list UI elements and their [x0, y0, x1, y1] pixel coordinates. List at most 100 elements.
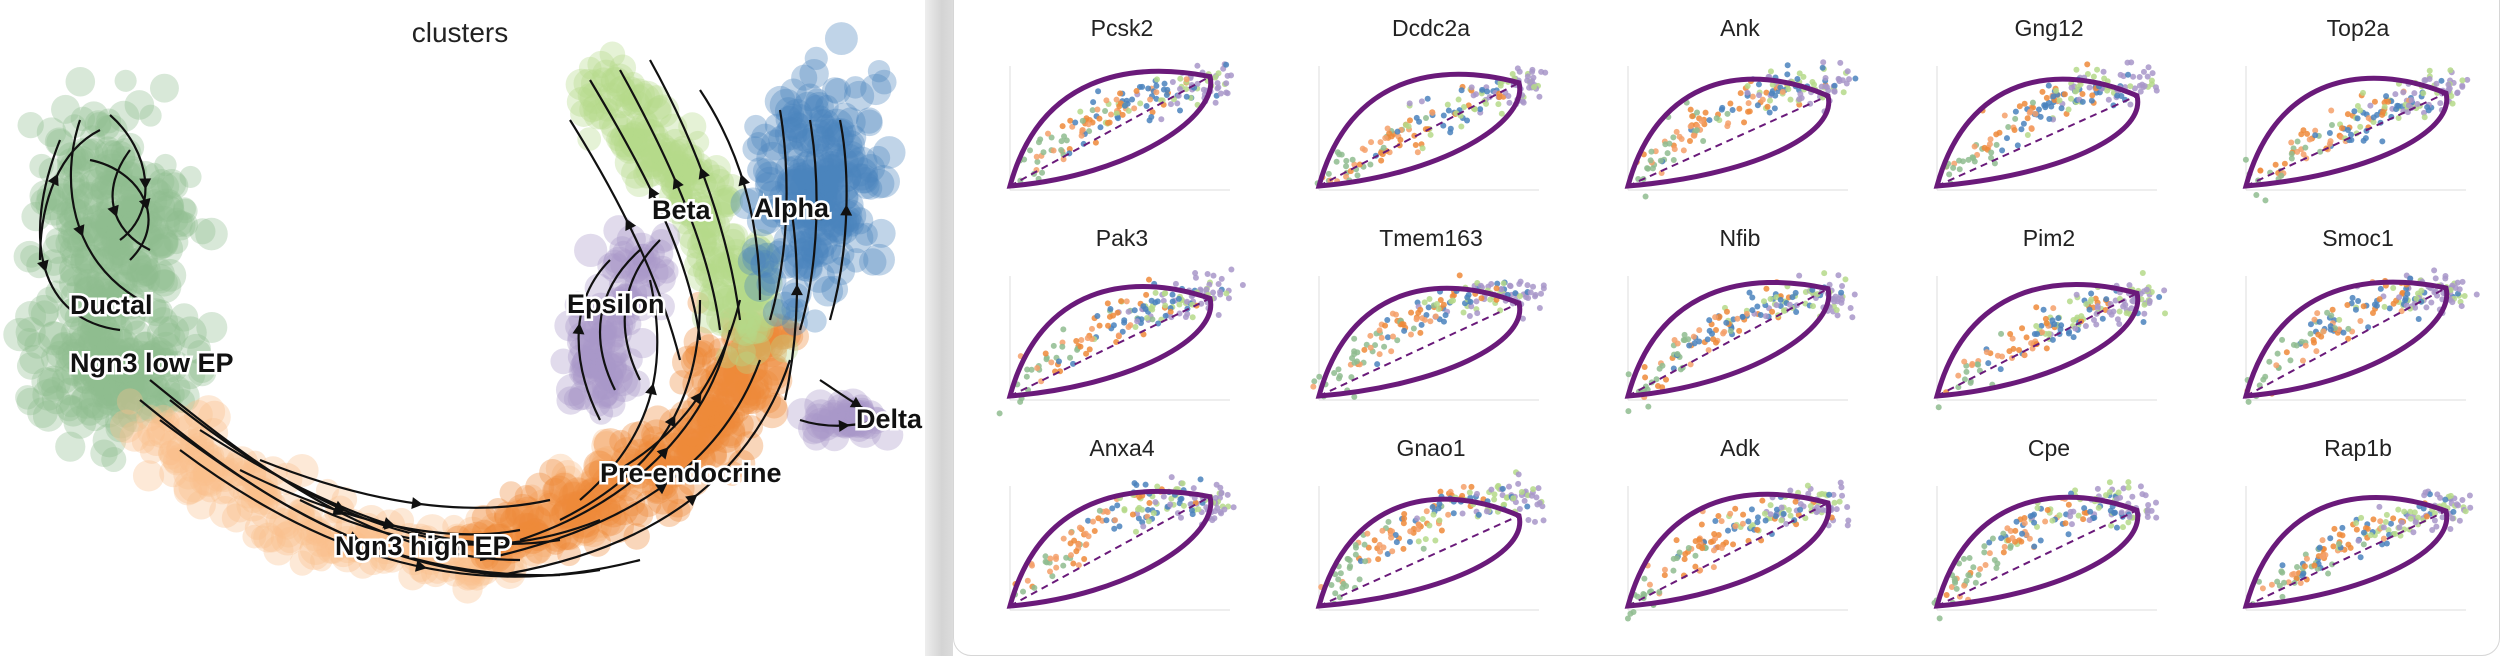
steady-state-line	[1318, 81, 1520, 187]
steady-state-line	[1627, 287, 1829, 397]
streamline-11	[179, 449, 641, 578]
streamline-26	[768, 109, 788, 321]
phase-panel: Gng12	[1933, 15, 2160, 191]
cluster-label-alpha: Alpha	[754, 193, 830, 223]
cell-clouds	[3, 22, 906, 604]
cluster-embedding-panel: clusters Ductal Ngn3 low EP Ngn3 high EP…	[0, 0, 926, 656]
fit-curve	[2242, 279, 2450, 399]
streamline-arrow-0	[37, 259, 49, 272]
streamline-1	[69, 119, 141, 301]
streamline-29	[783, 199, 799, 401]
phase-points	[1016, 61, 1235, 184]
phase-panel-title: Rap1b	[2324, 435, 2392, 461]
streamline-arrow-28	[840, 204, 853, 216]
cluster-label-ductal: Ductal	[70, 290, 153, 320]
cluster-label-beta: Beta	[652, 195, 712, 225]
streamline-arrow-33	[849, 396, 863, 408]
streamline-arrow-31	[619, 293, 632, 306]
phase-panel: Tmem163	[1310, 225, 1547, 401]
cluster-cloud-ductal	[13, 66, 228, 367]
steady-state-line	[1936, 292, 2138, 397]
steady-state-line	[1009, 297, 1211, 397]
steady-state-line	[1627, 502, 1829, 607]
streamline-arrow-30	[595, 301, 608, 315]
velocity-streamlines	[38, 59, 891, 578]
streamline-arrow-32	[572, 323, 585, 335]
streamline-arrow-2	[139, 178, 152, 190]
streamline-arrow-7	[347, 531, 361, 543]
steady-state-line	[1936, 509, 2138, 607]
streamline-arrow-25	[738, 174, 750, 187]
phase-panel: Cpe	[1931, 435, 2160, 622]
velocity-arrows	[37, 167, 863, 572]
phase-panel: Adk	[1624, 435, 1852, 622]
streamline-21	[589, 79, 702, 341]
streamline-18	[559, 299, 702, 521]
fit-curve	[1006, 68, 1214, 189]
cluster-label-pre-endocrine: Pre-endocrine	[600, 458, 782, 488]
steady-state-line	[1318, 302, 1520, 397]
cluster-labels: Ductal Ngn3 low EP Ngn3 high EP Pre-endo…	[68, 191, 926, 564]
streamline-arrow-22	[672, 177, 684, 190]
streamline-23	[649, 59, 742, 321]
phase-points	[1314, 65, 1549, 187]
phase-panel: Gnao1	[1315, 435, 1547, 611]
streamline-arrow-18	[664, 415, 676, 428]
phase-panel-title: Smoc1	[2322, 225, 2394, 251]
phase-panel: Smoc1	[2242, 225, 2480, 405]
steady-state-line	[1318, 514, 1520, 607]
cluster-cloud-epsilon	[550, 215, 681, 425]
phase-portrait-panel: Pcsk2 Dcdc2a Ank Gng12 Top2a Pak3 Tmem163 Nfib P…	[953, 0, 2500, 656]
fit-curve	[1624, 491, 1832, 609]
phase-panel-title: Top2a	[2327, 15, 2390, 41]
streamline-arrow-20	[690, 392, 702, 405]
streamline-arrow-17	[656, 447, 669, 460]
steady-state-line	[1936, 94, 2138, 187]
streamline-arrow-5	[107, 204, 119, 218]
streamline-22	[619, 69, 722, 331]
streamline-arrow-13	[458, 538, 470, 551]
steady-state-line	[2245, 510, 2447, 607]
cluster-label-epsilon: Epsilon	[567, 289, 665, 319]
cluster-cloud-ngn3-high-ep	[109, 388, 658, 604]
phase-panel-title: Cpe	[2028, 435, 2070, 461]
steady-state-line	[1009, 75, 1211, 187]
phase-panel-title: Adk	[1720, 435, 1760, 461]
phase-panel: Pak3	[996, 225, 1246, 417]
fit-curve	[1933, 76, 2141, 189]
streamline-arrow-1	[73, 224, 85, 237]
phase-panel: Nfib	[1624, 225, 1858, 415]
streamline-14	[259, 458, 551, 509]
fit-curve	[1933, 494, 2141, 609]
phase-panel: Ank	[1624, 15, 1859, 200]
steady-state-line	[2245, 92, 2447, 187]
streamline-25	[699, 89, 762, 301]
streamline-arrow-34	[838, 419, 850, 432]
cluster-cloud-alpha	[730, 22, 906, 336]
phase-portrait-grid: Pcsk2 Dcdc2a Ank Gng12 Top2a Pak3 Tmem163 Nfib P…	[996, 15, 2480, 622]
streamline-20	[599, 299, 742, 481]
streamline-arrow-15	[655, 482, 668, 495]
streamline-arrow-29	[790, 284, 803, 296]
cluster-label-delta: Delta	[856, 404, 923, 434]
streamline-6	[149, 379, 521, 562]
phase-panel-title: Pcsk2	[1091, 15, 1154, 41]
cluster-cloud-ngn3-low-ep	[3, 276, 228, 473]
streamline-arrow-9	[380, 544, 394, 556]
streamline-16	[499, 359, 792, 577]
fit-curve	[1315, 496, 1523, 609]
streamline-31	[623, 239, 661, 381]
embedding-title: clusters	[412, 17, 508, 48]
streamline-13	[299, 499, 601, 546]
streamline-arrow-24	[625, 218, 637, 232]
streamline-arrow-16	[685, 494, 698, 507]
phase-panel: Rap1b	[2242, 435, 2474, 611]
streamline-arrow-12	[383, 518, 396, 530]
streamline-24	[569, 119, 682, 361]
streamline-arrow-26	[780, 198, 793, 211]
cluster-label-ngn3-high-ep: Ngn3 high EP	[335, 531, 511, 561]
streamline-arrow-27	[810, 208, 823, 221]
streamline-arrow-8	[333, 500, 346, 512]
cluster-label-ngn3-low-ep: Ngn3 low EP	[70, 348, 234, 378]
streamline-27	[798, 119, 818, 331]
